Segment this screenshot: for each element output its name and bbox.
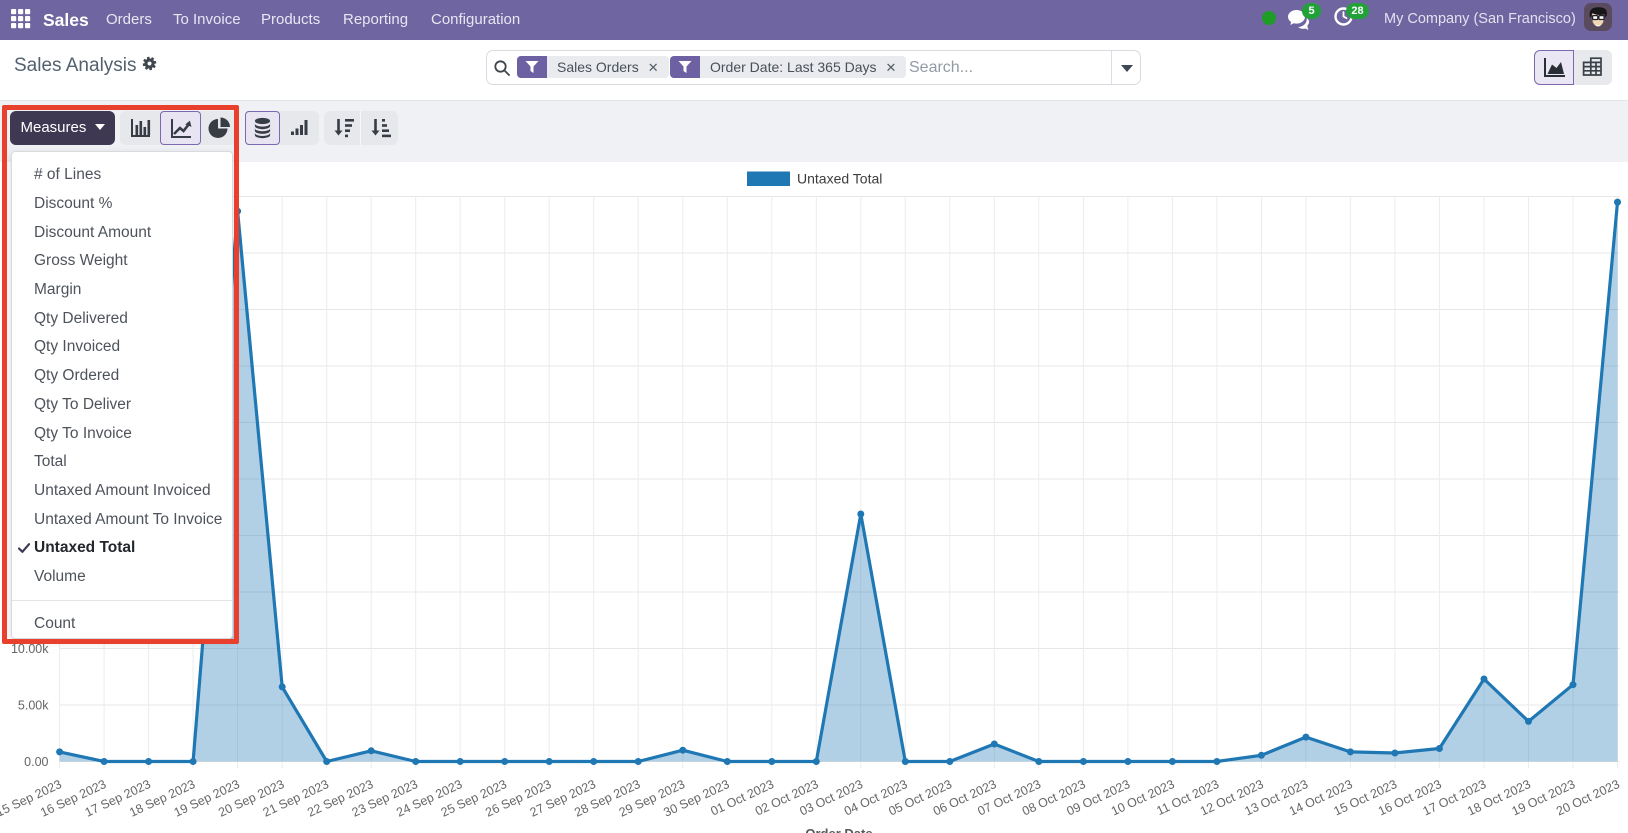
svg-text:5.00k: 5.00k — [18, 699, 49, 713]
svg-text:Untaxed Total: Untaxed Total — [797, 171, 882, 187]
svg-text:0.00: 0.00 — [24, 755, 48, 769]
svg-text:10.00k: 10.00k — [11, 642, 49, 656]
svg-text:Order Date: Order Date — [805, 826, 872, 833]
